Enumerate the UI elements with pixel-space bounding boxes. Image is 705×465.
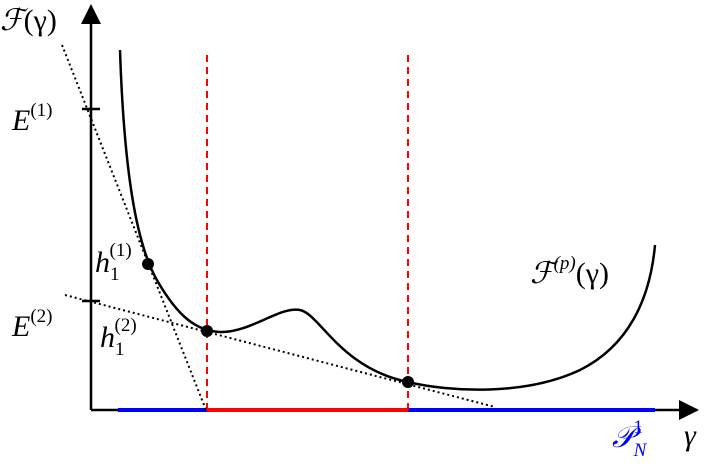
sup: (p): [554, 253, 576, 274]
point: [142, 258, 154, 270]
curve: [118, 49, 657, 391]
set-label: 𝒫N1: [612, 417, 648, 461]
y-axis-label: ℱ(γ): [0, 4, 57, 37]
sup: 1: [633, 417, 643, 438]
sup: (1): [30, 100, 52, 121]
sub: 1: [110, 264, 120, 285]
sub: 1: [115, 339, 125, 360]
symbol: E: [11, 310, 30, 343]
sup: (2): [115, 315, 137, 336]
symbol: h: [95, 246, 110, 279]
sub: N: [633, 440, 648, 461]
argument: (γ): [576, 257, 609, 290]
h2-label: h1 (2): [100, 315, 137, 360]
x-axis-label: γ: [684, 419, 697, 452]
curve-label: ℱ(p)(γ): [530, 253, 609, 290]
symbol: h: [100, 321, 115, 354]
symbol: E: [11, 104, 30, 137]
sup: (1): [110, 240, 132, 261]
tangent-line: [61, 44, 207, 411]
tangent-line: [64, 294, 496, 408]
point: [201, 325, 213, 337]
h1-label: h1 (1): [95, 240, 132, 285]
sup: (2): [30, 306, 52, 327]
e2-label: E(2): [11, 306, 52, 343]
point: [402, 376, 414, 388]
argument: (γ): [24, 4, 57, 37]
e1-label: E(1): [11, 100, 52, 137]
